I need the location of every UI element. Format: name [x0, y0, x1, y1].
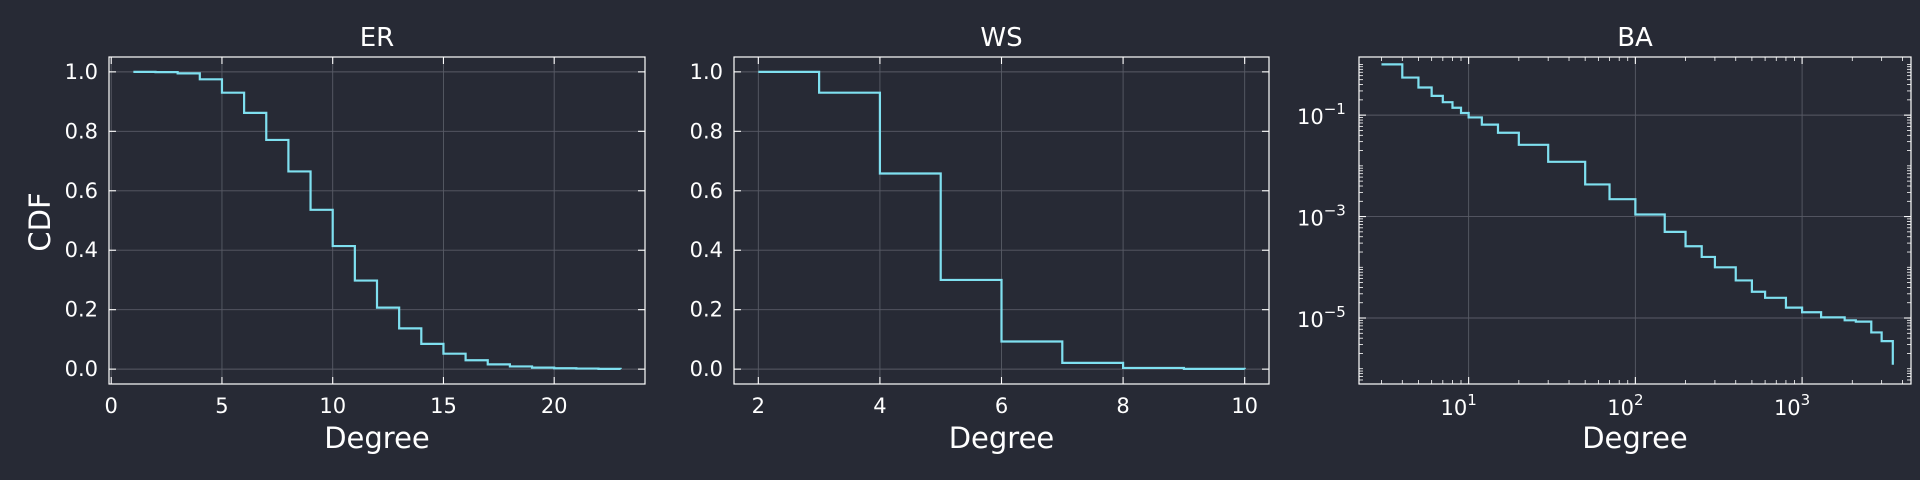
- y-tick-label: 10−3: [1297, 202, 1346, 231]
- x-tick-label: 10: [319, 394, 346, 418]
- axes-frame: [733, 56, 1270, 385]
- y-tick-label: 0.4: [690, 238, 723, 262]
- chart-panel-er: 0 5 10 15 20 0.0 0.2 0.4 0.6 0.8 1.0 ER Degree: [65, 23, 646, 455]
- x-tick-label: 101: [1440, 391, 1476, 420]
- x-tick-label: 8: [1116, 394, 1129, 418]
- panel-title: BA: [1617, 23, 1653, 53]
- cdf-step-line: [1381, 63, 1894, 365]
- x-tick-label: 10: [1231, 394, 1258, 418]
- x-tick-label: 0: [105, 394, 118, 418]
- y-tick-label: 0.2: [65, 298, 98, 322]
- y-tick-label: 0.0: [690, 357, 723, 381]
- x-tick-label: 20: [541, 394, 568, 418]
- axes-frame: [108, 56, 646, 385]
- y-tick-label: 0.8: [690, 119, 723, 143]
- y-tick-label: 1.0: [65, 60, 98, 84]
- y-tick-label: 0.8: [65, 119, 98, 143]
- x-tick-label: 6: [995, 394, 1008, 418]
- x-tick-label: 102: [1607, 391, 1643, 420]
- y-tick-label: 0.6: [690, 179, 723, 203]
- y-tick-label: 10−5: [1297, 303, 1346, 332]
- x-axis-label: Degree: [1582, 421, 1688, 455]
- y-tick-label: 10−1: [1297, 100, 1346, 129]
- y-tick-label: 0.6: [65, 179, 98, 203]
- x-tick-label: 15: [430, 394, 457, 418]
- panel-title: ER: [360, 23, 395, 53]
- panel-title: WS: [980, 23, 1022, 53]
- chart-panel-ws: 2 4 6 8 10 0.0 0.2 0.4 0.6 0.8 1.0 WS Degree: [690, 23, 1270, 455]
- chart-panel-ba: 101 102 103 10−1 10−3 10−5 BA Degree: [1297, 23, 1912, 455]
- x-tick-label: 5: [215, 394, 228, 418]
- x-axis-label: Degree: [949, 421, 1055, 455]
- x-tick-label: 4: [873, 394, 886, 418]
- axes-frame: [1358, 56, 1912, 385]
- y-tick-label: 0.4: [65, 238, 98, 262]
- cdf-step-line: [758, 70, 1246, 370]
- y-axis-label: CDF: [23, 192, 57, 251]
- x-axis-label: Degree: [324, 421, 430, 455]
- y-tick-label: 0.0: [65, 357, 98, 381]
- cdf-step-line: [133, 70, 622, 370]
- y-tick-label: 1.0: [690, 60, 723, 84]
- x-tick-label: 2: [752, 394, 765, 418]
- y-tick-label: 0.2: [690, 298, 723, 322]
- x-tick-label: 103: [1774, 391, 1810, 420]
